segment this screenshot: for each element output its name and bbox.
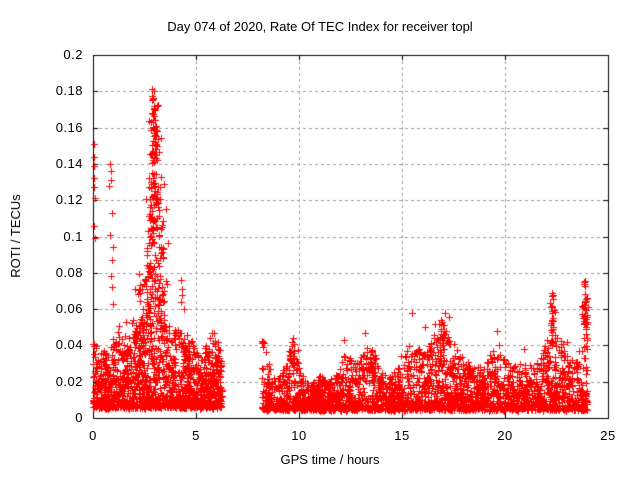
x-tick-label: 25 bbox=[600, 428, 616, 443]
x-tick-label: 10 bbox=[291, 428, 307, 443]
y-tick-label: 0.02 bbox=[55, 373, 83, 389]
y-tick-label: 0.18 bbox=[55, 83, 83, 99]
y-tick-label: 0.16 bbox=[55, 119, 83, 135]
y-tick-label: 0.06 bbox=[55, 301, 83, 317]
x-tick-label: 5 bbox=[192, 428, 200, 443]
x-tick-label: 20 bbox=[497, 428, 513, 443]
x-tick-label: 0 bbox=[89, 428, 97, 443]
y-tick-label: 0.1 bbox=[63, 228, 83, 244]
y-tick-label: 0.12 bbox=[55, 192, 83, 208]
y-tick-label: 0.08 bbox=[55, 264, 83, 280]
x-tick-label: 15 bbox=[394, 428, 410, 443]
y-tick-label: 0.04 bbox=[55, 337, 83, 353]
y-tick-label: 0.2 bbox=[63, 47, 83, 62]
y-tick-label: 0.14 bbox=[55, 155, 83, 171]
x-axis-label: GPS time / hours bbox=[280, 452, 380, 467]
y-tick-label: 0 bbox=[75, 410, 83, 425]
chart-title: Day 074 of 2020, Rate Of TEC Index for r… bbox=[167, 19, 473, 34]
